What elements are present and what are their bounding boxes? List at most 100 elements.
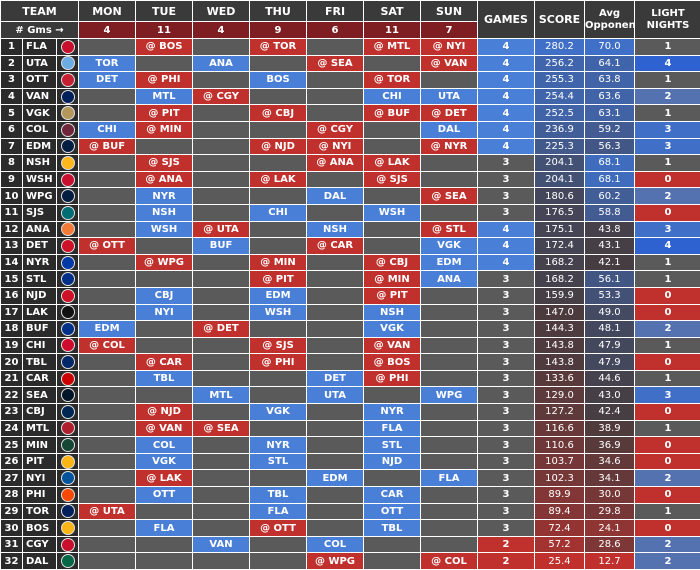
team-abbr[interactable]: VAN [23, 88, 57, 105]
game-cell-fri[interactable]: EDM [307, 470, 364, 487]
team-abbr[interactable]: VGK [23, 105, 57, 122]
game-cell-mon[interactable]: DET [79, 72, 136, 89]
team-abbr[interactable]: LAK [23, 304, 57, 321]
game-cell-wed[interactable]: MTL [193, 387, 250, 404]
team-abbr[interactable]: NYI [23, 470, 57, 487]
team-abbr[interactable]: PIT [23, 453, 57, 470]
day-header-fri[interactable]: FRI [307, 1, 364, 22]
game-cell-sun[interactable]: ANA [421, 271, 478, 288]
game-cell-thu[interactable]: CHI [250, 204, 307, 221]
team-abbr[interactable]: MIN [23, 437, 57, 454]
game-cell-mon[interactable]: @ UTA [79, 503, 136, 520]
team-abbr[interactable]: CGY [23, 536, 57, 553]
team-abbr[interactable]: WPG [23, 188, 57, 205]
game-cell-sat[interactable]: NSH [364, 304, 421, 321]
game-cell-tue[interactable]: NYI [136, 304, 193, 321]
team-abbr[interactable]: BOS [23, 520, 57, 537]
game-cell-tue[interactable]: @ LAK [136, 470, 193, 487]
game-cell-sat[interactable]: @ LAK [364, 155, 421, 172]
game-cell-fri[interactable]: @ CAR [307, 238, 364, 255]
game-cell-fri[interactable]: @ ANA [307, 155, 364, 172]
team-abbr[interactable]: DAL [23, 553, 57, 570]
game-cell-tue[interactable]: CBJ [136, 287, 193, 304]
team-abbr[interactable]: MTL [23, 420, 57, 437]
game-cell-mon[interactable]: @ COL [79, 337, 136, 354]
game-cell-mon[interactable]: @ BUF [79, 138, 136, 155]
team-abbr[interactable]: EDM [23, 138, 57, 155]
game-cell-sat[interactable]: TBL [364, 520, 421, 537]
game-cell-sun[interactable]: @ SEA [421, 188, 478, 205]
team-abbr[interactable]: BUF [23, 321, 57, 338]
team-abbr[interactable]: CAR [23, 370, 57, 387]
game-cell-tue[interactable]: @ WPG [136, 254, 193, 271]
game-cell-thu[interactable]: TBL [250, 487, 307, 504]
team-abbr[interactable]: PHI [23, 487, 57, 504]
game-cell-tue[interactable]: NSH [136, 204, 193, 221]
game-cell-tue[interactable]: MTL [136, 88, 193, 105]
game-cell-tue[interactable]: @ BOS [136, 39, 193, 56]
game-cell-thu[interactable]: @ SJS [250, 337, 307, 354]
game-cell-thu[interactable]: @ TOR [250, 39, 307, 56]
game-cell-tue[interactable]: @ NJD [136, 404, 193, 421]
game-cell-thu[interactable]: @ MIN [250, 254, 307, 271]
game-cell-sat[interactable]: CHI [364, 88, 421, 105]
team-abbr[interactable]: TBL [23, 354, 57, 371]
game-cell-wed[interactable]: @ CGY [193, 88, 250, 105]
game-cell-tue[interactable]: @ VAN [136, 420, 193, 437]
game-cell-tue[interactable]: @ PIT [136, 105, 193, 122]
game-cell-tue[interactable]: VGK [136, 453, 193, 470]
team-abbr[interactable]: NJD [23, 287, 57, 304]
game-cell-fri[interactable]: NSH [307, 221, 364, 238]
team-abbr[interactable]: DET [23, 238, 57, 255]
game-cell-sat[interactable]: WSH [364, 204, 421, 221]
team-abbr[interactable]: COL [23, 121, 57, 138]
team-abbr[interactable]: SJS [23, 204, 57, 221]
team-abbr[interactable]: WSH [23, 171, 57, 188]
game-cell-thu[interactable]: EDM [250, 287, 307, 304]
team-abbr[interactable]: FLA [23, 39, 57, 56]
game-cell-tue[interactable]: @ CAR [136, 354, 193, 371]
score-header[interactable]: SCORE [535, 1, 585, 39]
game-cell-wed[interactable]: VAN [193, 536, 250, 553]
light-nights-header[interactable]: LIGHT NIGHTS [635, 1, 700, 39]
game-cell-sun[interactable]: @ STL [421, 221, 478, 238]
game-cell-tue[interactable]: OTT [136, 487, 193, 504]
game-cell-sat[interactable]: @ BUF [364, 105, 421, 122]
game-cell-sun[interactable]: EDM [421, 254, 478, 271]
games-header[interactable]: GAMES [478, 1, 535, 39]
game-cell-thu[interactable]: @ PHI [250, 354, 307, 371]
game-cell-sat[interactable]: CAR [364, 487, 421, 504]
game-cell-sat[interactable]: @ PHI [364, 370, 421, 387]
game-cell-fri[interactable]: UTA [307, 387, 364, 404]
game-cell-sun[interactable]: @ VAN [421, 55, 478, 72]
game-cell-fri[interactable]: @ WPG [307, 553, 364, 570]
game-cell-sat[interactable]: NYR [364, 404, 421, 421]
game-cell-sun[interactable]: @ COL [421, 553, 478, 570]
game-cell-fri[interactable]: @ CGY [307, 121, 364, 138]
game-cell-tue[interactable]: @ MIN [136, 121, 193, 138]
game-cell-thu[interactable]: WSH [250, 304, 307, 321]
team-abbr[interactable]: OTT [23, 72, 57, 89]
game-cell-thu[interactable]: @ PIT [250, 271, 307, 288]
game-cell-wed[interactable]: BUF [193, 238, 250, 255]
game-cell-sat[interactable]: VGK [364, 321, 421, 338]
game-cell-tue[interactable]: @ ANA [136, 171, 193, 188]
game-cell-mon[interactable]: EDM [79, 321, 136, 338]
game-cell-thu[interactable]: STL [250, 453, 307, 470]
game-cell-sat[interactable]: @ SJS [364, 171, 421, 188]
